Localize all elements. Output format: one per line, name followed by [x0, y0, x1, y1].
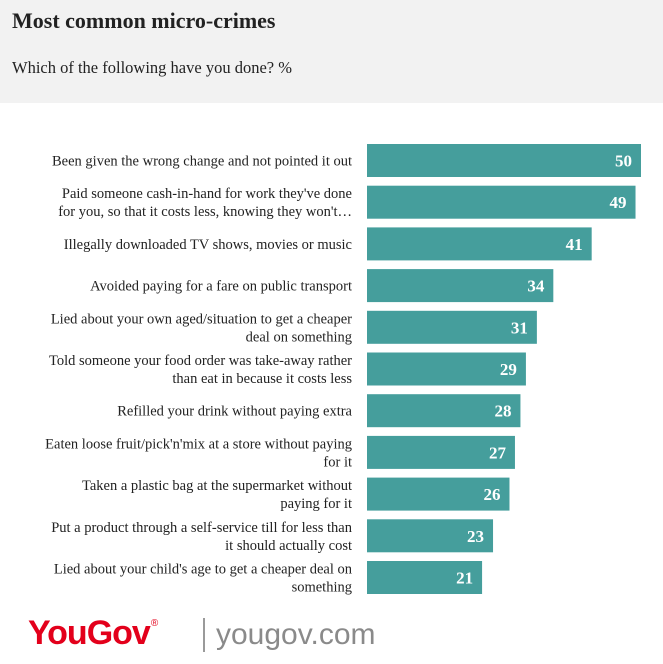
category-label-line: Lied about your own aged/situation to ge…: [51, 311, 352, 327]
chart-title: Most common micro-crimes: [12, 8, 276, 33]
chart-subtitle: Which of the following have you done? %: [12, 58, 292, 77]
logo-text: YouGov: [28, 614, 151, 652]
bar-5: [367, 352, 526, 386]
bar-value-label: 28: [494, 402, 511, 421]
bar-9: [367, 519, 494, 553]
category-label-line: than eat in because it costs less: [172, 371, 352, 387]
category-label: Lied about your child's age to get a che…: [54, 562, 353, 596]
bar-value-label: 50: [615, 152, 632, 171]
chart-header: Most common micro-crimes Which of the fo…: [0, 0, 663, 103]
bar-value-label: 21: [456, 569, 473, 588]
bar-chart: 50 Been given the wrong change and not po…: [45, 144, 641, 596]
footer: YouGov® yougov.com: [28, 612, 528, 660]
category-label: Put a product through a self-service til…: [51, 520, 353, 554]
bar-8: [367, 477, 510, 511]
category-label-line: Avoided paying for a fare on public tran…: [90, 279, 352, 295]
category-label-line: something: [292, 580, 352, 596]
bar-value-label: 49: [610, 193, 627, 212]
bar-0: [367, 144, 641, 177]
bar-value-label: 29: [500, 360, 517, 379]
bar-4: [367, 310, 537, 344]
category-label: Illegally downloaded TV shows, movies or…: [64, 237, 352, 253]
category-label: Paid someone cash-in-hand for work they'…: [58, 186, 352, 220]
category-label-line: Lied about your child's age to get a che…: [54, 562, 353, 578]
bar-3: [367, 269, 554, 303]
category-label-line: Been given the wrong change and not poin…: [52, 154, 352, 170]
yougov-logo: YouGov®: [28, 614, 158, 653]
category-label: Told someone your food order was take-aw…: [49, 353, 352, 387]
category-label: Lied about your own aged/situation to ge…: [51, 311, 352, 345]
category-label-line: for you, so that it costs less, knowing …: [58, 204, 352, 220]
category-label-line: Paid someone cash-in-hand for work they'…: [62, 186, 352, 202]
category-label-line: deal on something: [246, 329, 352, 345]
category-label-line: Eaten loose fruit/pick'n'mix at a store …: [45, 436, 352, 452]
category-label-line: Taken a plastic bag at the supermarket w…: [82, 478, 352, 494]
bar-value-label: 31: [511, 318, 528, 337]
logo-registered-mark: ®: [150, 618, 158, 629]
category-label-line: for it: [323, 454, 352, 470]
bar-1: [367, 185, 636, 219]
footer-divider: [203, 618, 205, 652]
category-label-line: it should actually cost: [225, 538, 352, 554]
bar-10: [367, 561, 483, 594]
category-label-line: Refilled your drink without paying extra: [117, 404, 352, 420]
category-label: Been given the wrong change and not poin…: [52, 154, 352, 170]
category-label: Avoided paying for a fare on public tran…: [90, 279, 352, 295]
category-label: Taken a plastic bag at the supermarket w…: [82, 478, 352, 512]
category-label: Refilled your drink without paying extra: [117, 404, 352, 420]
category-label: Eaten loose fruit/pick'n'mix at a store …: [45, 436, 352, 470]
bar-value-label: 23: [467, 527, 484, 546]
bar-7: [367, 435, 515, 469]
website-link[interactable]: yougov.com: [216, 618, 376, 651]
category-label-line: paying for it: [280, 496, 352, 512]
bar-value-label: 41: [566, 235, 583, 254]
bar-6: [367, 394, 521, 428]
bar-value-label: 27: [489, 443, 507, 462]
category-label-line: Told someone your food order was take-aw…: [49, 353, 352, 369]
category-label-line: Illegally downloaded TV shows, movies or…: [64, 237, 352, 253]
bar-2: [367, 227, 592, 261]
bar-value-label: 34: [527, 277, 545, 296]
bar-value-label: 26: [483, 485, 500, 504]
category-label-line: Put a product through a self-service til…: [51, 520, 353, 536]
